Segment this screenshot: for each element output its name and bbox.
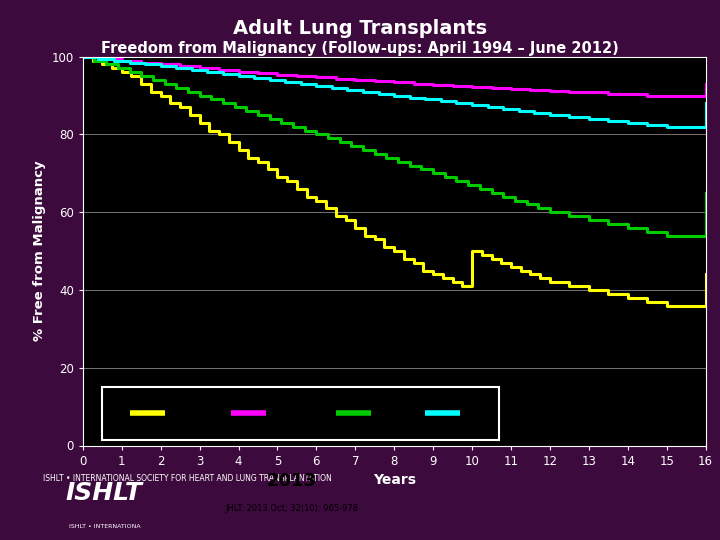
Text: ISHLT • INTERNATIONAL SOCIETY FOR HEART AND LUNG TRANSPLANTATION: ISHLT • INTERNATIONAL SOCIETY FOR HEART … xyxy=(42,474,332,483)
Y-axis label: % Free from Malignancy: % Free from Malignancy xyxy=(33,161,46,341)
Text: 2013: 2013 xyxy=(266,472,317,490)
Text: JHLT. 2013 Oct; 32(10): 965-978: JHLT. 2013 Oct; 32(10): 965-978 xyxy=(225,504,358,514)
Bar xyxy=(102,387,499,440)
Text: ISHLT: ISHLT xyxy=(66,481,143,505)
X-axis label: Years: Years xyxy=(373,473,415,487)
Text: Freedom from Malignancy (Follow-ups: April 1994 – June 2012): Freedom from Malignancy (Follow-ups: Apr… xyxy=(101,40,619,56)
Text: ISHLT • INTERNATIONA: ISHLT • INTERNATIONA xyxy=(68,524,140,529)
Text: Adult Lung Transplants: Adult Lung Transplants xyxy=(233,19,487,38)
